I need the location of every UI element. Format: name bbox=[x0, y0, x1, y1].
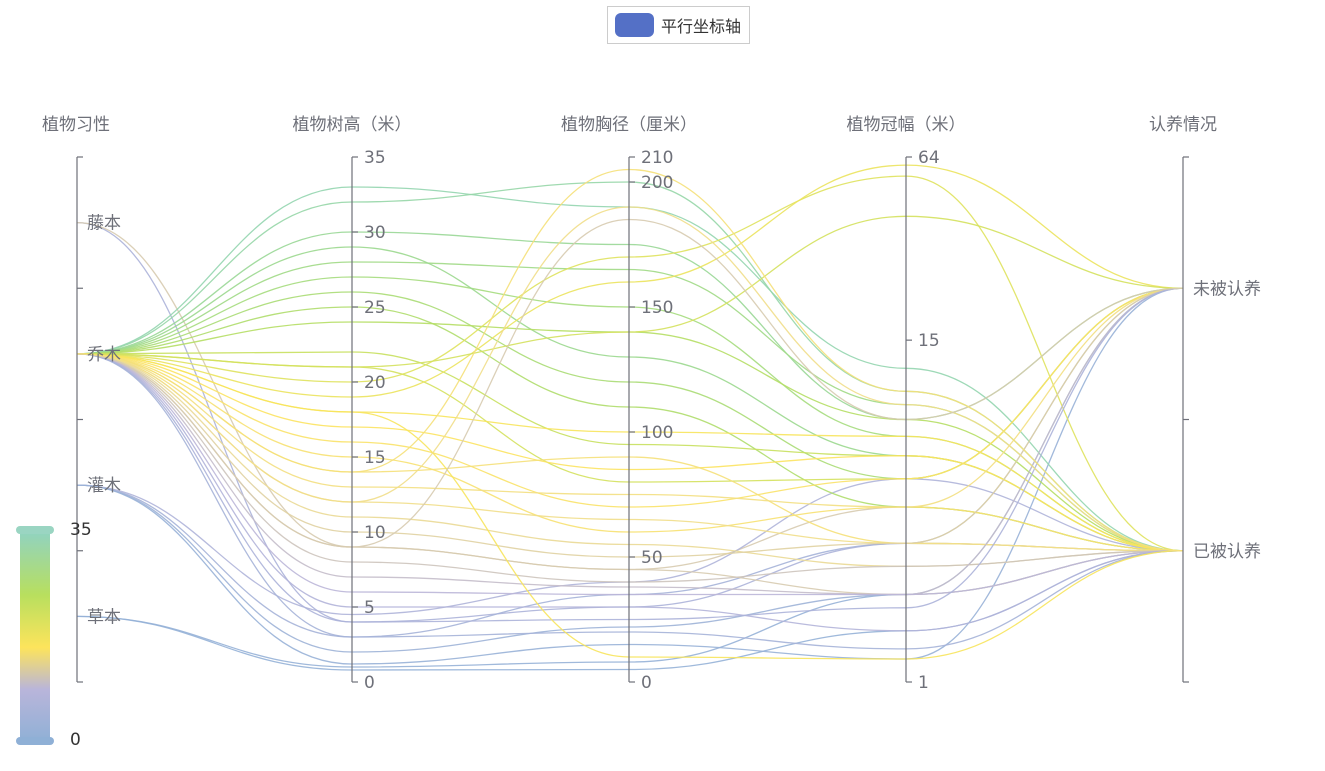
category-label-乔木: 乔木 bbox=[87, 345, 121, 365]
data-line bbox=[76, 287, 1184, 668]
visual-map-handle-bottom[interactable] bbox=[16, 737, 54, 745]
visual-map-max-label: 35 bbox=[70, 520, 92, 540]
axis-title: 植物树高（米） bbox=[293, 115, 412, 135]
tick-label-15: 15 bbox=[364, 448, 386, 468]
category-label-已被认养: 已被认养 bbox=[1193, 542, 1261, 562]
axis-title: 认养情况 bbox=[1149, 115, 1217, 135]
data-line bbox=[76, 221, 1184, 571]
tick-label-64: 64 bbox=[918, 148, 940, 168]
tick-label-0: 0 bbox=[641, 673, 652, 693]
tick-label-25: 25 bbox=[364, 298, 386, 318]
tick-label-0: 0 bbox=[364, 673, 375, 693]
data-line bbox=[76, 321, 1184, 552]
data-line bbox=[76, 206, 1184, 552]
category-label-草本: 草本 bbox=[87, 607, 121, 627]
tick-label-10: 10 bbox=[364, 523, 386, 543]
legend-label: 平行坐标轴 bbox=[661, 17, 742, 36]
data-line bbox=[76, 175, 1184, 552]
data-line bbox=[76, 550, 1184, 671]
data-line bbox=[76, 353, 1184, 650]
axis-title: 植物习性 bbox=[42, 115, 110, 135]
tick-label-210: 210 bbox=[641, 148, 673, 168]
legend-item[interactable]: 平行坐标轴 bbox=[607, 6, 751, 44]
visual-map-bar bbox=[20, 532, 50, 742]
tick-label-100: 100 bbox=[641, 423, 673, 443]
data-line bbox=[76, 353, 1184, 583]
data-line bbox=[76, 218, 1184, 548]
data-line bbox=[76, 353, 1184, 632]
category-label-灌木: 灌木 bbox=[87, 476, 121, 496]
visual-map[interactable]: 35 0 bbox=[16, 520, 92, 750]
data-line bbox=[76, 287, 1184, 596]
axes: 植物习性藤本乔木灌木草本植物树高（米）05101520253035植物胸径（厘米… bbox=[42, 115, 1261, 693]
data-line bbox=[76, 287, 1184, 665]
data-line bbox=[76, 306, 1184, 552]
tick-label-5: 5 bbox=[364, 598, 375, 618]
data-line bbox=[76, 353, 1184, 596]
data-line bbox=[76, 353, 1184, 552]
category-label-未被认养: 未被认养 bbox=[1193, 279, 1261, 299]
tick-label-50: 50 bbox=[641, 548, 663, 568]
visual-map-min-label: 0 bbox=[70, 730, 81, 750]
legend-swatch bbox=[615, 13, 654, 37]
tick-label-35: 35 bbox=[364, 148, 386, 168]
data-lines bbox=[76, 164, 1184, 671]
tick-label-15: 15 bbox=[918, 331, 940, 351]
data-line bbox=[76, 353, 1184, 660]
tick-label-200: 200 bbox=[641, 173, 673, 193]
axis-title: 植物冠幅（米） bbox=[847, 115, 966, 135]
tick-label-20: 20 bbox=[364, 373, 386, 393]
tick-label-30: 30 bbox=[364, 223, 386, 243]
data-line bbox=[76, 484, 1184, 653]
tick-label-150: 150 bbox=[641, 298, 673, 318]
data-line bbox=[76, 215, 1184, 368]
axis-title: 植物胸径（厘米） bbox=[561, 115, 697, 135]
visual-map-handle-top[interactable] bbox=[16, 526, 54, 534]
tick-label-1: 1 bbox=[918, 673, 929, 693]
axis-3: 植物胸径（厘米） 0 50 100 150 200 210 bbox=[561, 115, 697, 693]
data-line bbox=[76, 231, 1184, 421]
axis-2: 植物树高（米） 0 5 10 15 20 25 30 35 bbox=[293, 115, 412, 693]
axis-4: 植物冠幅（米） 1 15 64 bbox=[847, 115, 966, 693]
category-label-藤本: 藤本 bbox=[87, 214, 121, 234]
